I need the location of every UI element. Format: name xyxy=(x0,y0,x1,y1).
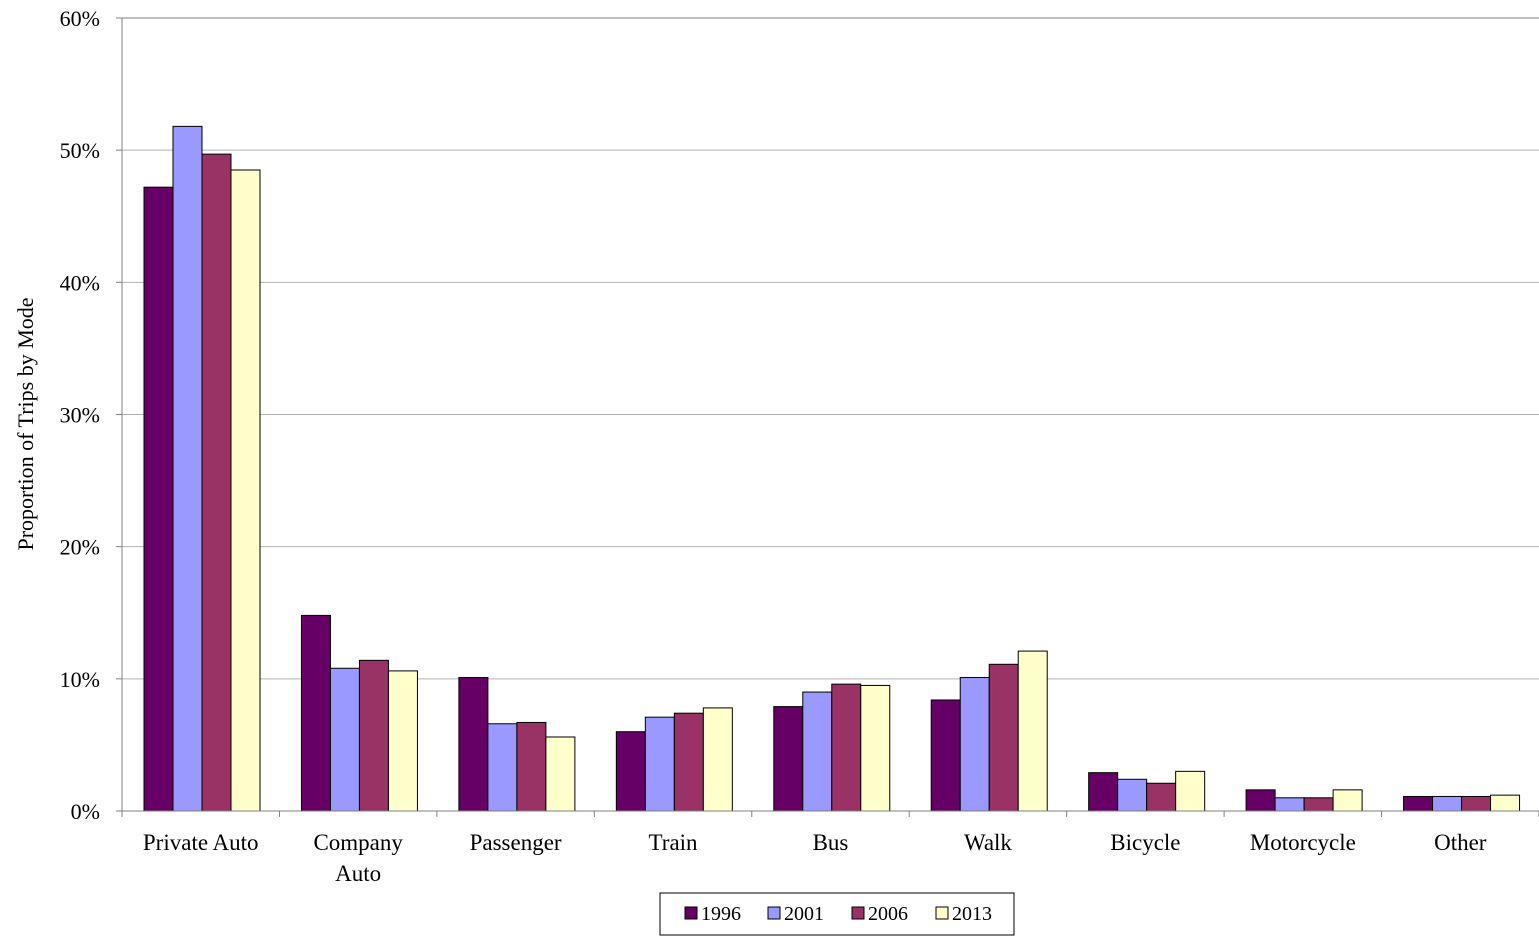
y-tick-label: 20% xyxy=(60,535,100,560)
bar-2001 xyxy=(802,691,833,812)
bar-2001 xyxy=(329,667,360,812)
x-category-label: Motorcycle xyxy=(1250,830,1356,855)
x-category-label: Passenger xyxy=(470,830,562,855)
bar-2013 xyxy=(1017,650,1048,812)
legend: 1996 2001 2006 2013 xyxy=(659,892,1015,936)
legend-box xyxy=(659,892,1015,936)
legend-label-2006: 2006 xyxy=(868,903,908,925)
bar-1996 xyxy=(615,731,646,812)
bar-2006 xyxy=(358,659,389,812)
bar-2006 xyxy=(1303,797,1334,812)
bar-2001 xyxy=(487,723,518,812)
x-category-label: Other xyxy=(1434,830,1487,855)
x-category-label: Bus xyxy=(813,830,849,855)
y-tick-label: 30% xyxy=(60,403,100,428)
bar-1996 xyxy=(1088,772,1119,812)
bar-2006 xyxy=(831,683,862,812)
bar-2013 xyxy=(1490,794,1521,812)
bar-2001 xyxy=(172,125,203,812)
bar-2013 xyxy=(1332,789,1363,812)
x-category-label: Walk xyxy=(964,830,1012,855)
bar-2001 xyxy=(1432,795,1463,812)
legend-label-2013: 2013 xyxy=(952,903,992,925)
bar-2013 xyxy=(545,736,576,812)
x-category-label: Bicycle xyxy=(1110,830,1180,855)
bar-2013 xyxy=(230,169,261,812)
legend-swatch-2001 xyxy=(767,906,781,920)
legend-label-1996: 1996 xyxy=(701,903,741,925)
bar-1996 xyxy=(143,186,174,812)
bar-1996 xyxy=(930,699,961,812)
legend-label-2001: 2001 xyxy=(784,903,824,925)
bar-1996 xyxy=(773,706,804,812)
legend-swatch-1996 xyxy=(684,906,698,920)
bar-2013 xyxy=(702,707,733,812)
y-tick-label: 10% xyxy=(60,667,100,692)
axes xyxy=(121,18,1539,812)
bar-2001 xyxy=(959,677,990,812)
y-axis-title: Proportion of Trips by Mode xyxy=(13,297,38,550)
bar-2006 xyxy=(1146,782,1177,812)
y-tick-label: 40% xyxy=(60,270,100,295)
x-category-label: Auto xyxy=(335,861,381,886)
x-axis-ticks: Private Auto Company Auto Passenger Train Bus… xyxy=(121,811,1539,886)
gridlines xyxy=(122,17,1539,680)
y-tick-label: 50% xyxy=(60,138,100,163)
x-category-label: Train xyxy=(649,830,698,855)
bar-2001 xyxy=(644,716,675,812)
bar-2006 xyxy=(988,663,1019,812)
bar-2006 xyxy=(1461,795,1492,812)
legend-swatch-2006 xyxy=(851,906,865,920)
bar-1996 xyxy=(300,614,331,812)
bar-1996 xyxy=(458,677,489,812)
bar-2013 xyxy=(387,670,418,812)
x-category-label: Private Auto xyxy=(143,830,259,855)
bar-2013 xyxy=(1175,770,1206,812)
bar-2006 xyxy=(201,153,232,812)
legend-swatch-2013 xyxy=(935,906,949,920)
bar-1996 xyxy=(1403,795,1434,812)
y-tick-label: 0% xyxy=(71,799,100,824)
bars xyxy=(143,125,1521,812)
bar-2006 xyxy=(673,712,704,812)
y-tick-label: 60% xyxy=(60,6,100,31)
y-axis-ticks: 0% 10% 20% 30% 40% 50% 60% xyxy=(60,6,122,824)
x-category-label: Company xyxy=(313,830,403,855)
bar-1996 xyxy=(1245,789,1276,812)
bar-2001 xyxy=(1274,797,1305,812)
bar-2013 xyxy=(860,684,891,812)
bar-2001 xyxy=(1117,778,1148,812)
bar-2006 xyxy=(516,721,547,812)
